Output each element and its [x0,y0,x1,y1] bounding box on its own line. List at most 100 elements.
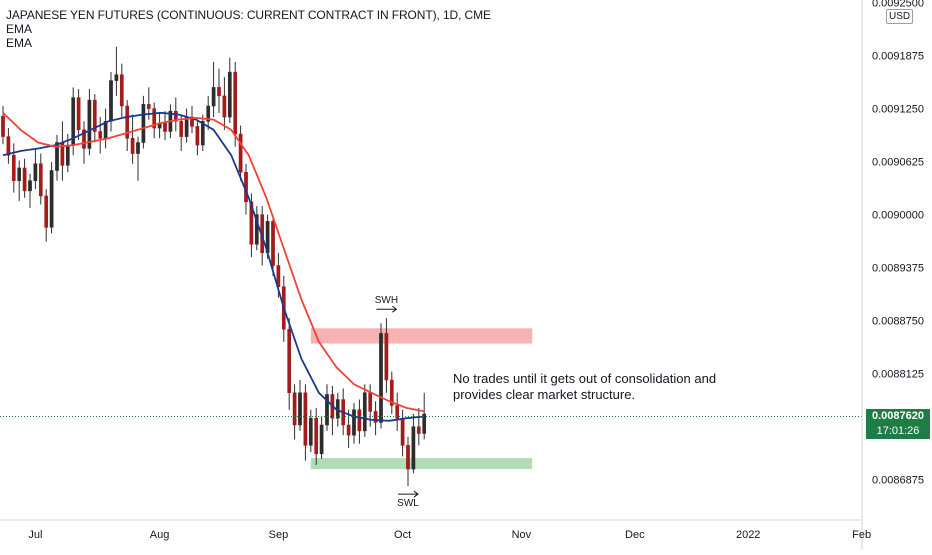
candle[interactable] [352,409,356,436]
candle[interactable] [33,163,38,181]
swing-high-arrowhead [392,305,398,313]
candle[interactable] [346,424,351,436]
candle[interactable] [303,392,308,446]
candle[interactable] [44,195,49,228]
candle[interactable] [98,131,103,139]
candle[interactable] [400,417,405,446]
y-tick-label: 0.0090000 [872,210,924,222]
candle[interactable] [179,121,184,137]
x-tick-label: Jul [28,529,42,541]
y-tick-label: 0.0091250 [872,104,924,116]
candle[interactable] [206,105,211,122]
ema-indicator-label[interactable]: EMA [6,36,33,50]
candle[interactable] [379,333,383,423]
last-price-badge: 0.0087620 [866,408,930,424]
candle[interactable] [152,108,157,129]
candle[interactable] [92,99,97,132]
candle[interactable] [173,110,178,122]
candle[interactable] [217,87,221,97]
candle[interactable] [211,87,216,107]
chart-title: JAPANESE YEN FUTURES (CONTINUOUS: CURREN… [6,8,491,22]
candle[interactable] [184,116,189,137]
y-tick-label: 0.0091875 [872,51,924,63]
chart-legend: JAPANESE YEN FUTURES (CONTINUOUS: CURREN… [6,8,491,50]
y-tick-label: 0.0086875 [872,475,924,487]
ema-slow-line[interactable] [2,112,425,413]
x-tick-label: Aug [150,529,170,541]
candle[interactable] [1,115,5,137]
candle[interactable] [249,201,254,245]
annotation-line: No trades until it gets out of consolida… [453,371,717,386]
candle[interactable] [422,413,427,434]
candle[interactable] [287,328,292,394]
candle[interactable] [368,392,373,412]
candle[interactable] [238,133,243,173]
candle[interactable] [87,99,92,149]
x-tick-label: Nov [512,529,532,541]
candle[interactable] [190,116,194,127]
swing-low-label: SWL [397,498,419,509]
candle[interactable] [17,167,22,181]
candle[interactable] [195,126,200,146]
annotation-line: provides clear market structure. [453,387,636,402]
candle[interactable] [82,129,86,149]
candle[interactable] [125,105,130,139]
candle[interactable] [11,154,16,181]
candle[interactable] [319,424,324,455]
candle[interactable] [49,170,54,228]
candle[interactable] [362,392,367,432]
candle[interactable] [55,142,59,171]
x-tick-label: Feb [852,529,871,541]
candle[interactable] [271,221,275,266]
candle[interactable] [136,142,140,154]
candle[interactable] [109,80,113,122]
candle[interactable] [292,392,297,426]
candle[interactable] [395,405,400,419]
swing-low-arrowhead [413,490,419,498]
candle[interactable] [406,445,410,470]
candle[interactable] [298,392,302,426]
y-tick-label: 0.0088125 [872,369,924,381]
candle[interactable] [233,71,238,135]
candle[interactable] [65,144,70,166]
candle[interactable] [384,333,389,381]
x-tick-label: 2022 [736,529,760,541]
support-zone[interactable] [310,458,533,470]
candle[interactable] [389,379,394,406]
candle[interactable] [357,409,362,432]
candle[interactable] [254,214,259,245]
y-tick-label: 0.0090625 [872,157,924,169]
candle[interactable] [38,163,43,197]
candle[interactable] [119,74,124,107]
x-tick-label: Sep [269,529,289,541]
candle[interactable] [200,121,205,146]
ema-indicator-label[interactable]: EMA [6,22,33,36]
candle[interactable] [416,426,421,434]
candle[interactable] [114,74,119,81]
candle[interactable] [227,71,232,118]
annotation-text: No trades until it gets out of consolida… [453,371,753,403]
currency-badge[interactable]: USD [886,9,914,24]
candle[interactable] [411,426,416,470]
bar-countdown-badge: 17:01:26 [866,423,930,439]
candle[interactable] [222,95,227,118]
candle[interactable] [308,417,313,446]
candle[interactable] [6,136,11,156]
candle[interactable] [130,138,135,154]
candle[interactable] [146,104,151,109]
x-tick-label: Dec [625,529,645,541]
candle[interactable] [163,122,167,132]
resistance-zone[interactable] [310,328,533,344]
y-tick-label: 0.0092500 [872,0,924,10]
candle[interactable] [325,394,329,426]
candle[interactable] [314,417,319,455]
candle[interactable] [141,104,146,143]
x-tick-label: Oct [394,529,411,541]
y-tick-label: 0.0088750 [872,316,924,328]
candle[interactable] [28,180,32,192]
candle[interactable] [76,97,81,131]
y-tick-label: 0.0089375 [872,263,924,275]
candle[interactable] [22,167,27,192]
